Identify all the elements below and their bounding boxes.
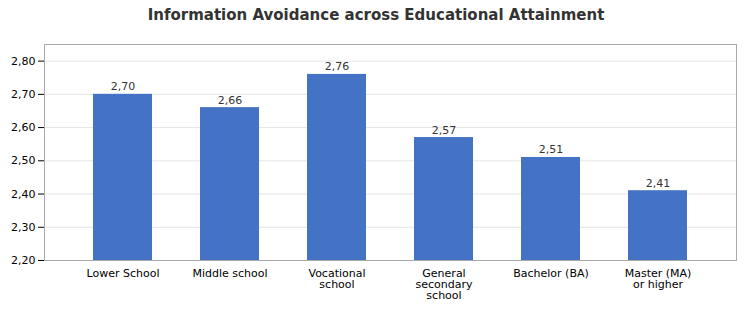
svg-text:2,41: 2,41: [646, 177, 671, 190]
svg-text:2,60: 2,60: [11, 121, 36, 134]
svg-text:Middle school: Middle school: [192, 267, 267, 280]
svg-text:2,30: 2,30: [11, 221, 36, 234]
svg-text:2,51: 2,51: [539, 143, 564, 156]
svg-text:2,40: 2,40: [11, 188, 36, 201]
svg-text:Lower School: Lower School: [87, 267, 160, 280]
svg-text:2,50: 2,50: [11, 154, 36, 167]
svg-text:Master (MA)or higher: Master (MA)or higher: [625, 267, 692, 291]
svg-text:2,70: 2,70: [11, 88, 36, 101]
svg-text:2,76: 2,76: [325, 60, 350, 73]
svg-text:Bachelor (BA): Bachelor (BA): [513, 267, 589, 280]
svg-text:2,80: 2,80: [11, 55, 36, 68]
svg-text:2,20: 2,20: [11, 254, 36, 267]
svg-text:2,70: 2,70: [111, 80, 136, 93]
html-text:Information Avoidance across E: Information Avoidance across Educational…: [147, 6, 605, 24]
svg-text:2,66: 2,66: [218, 94, 243, 107]
svg-text:Generalsecondaryschool: Generalsecondaryschool: [415, 267, 472, 302]
svg-text:2,57: 2,57: [432, 124, 457, 137]
svg-text:Vocationalschool: Vocationalschool: [308, 267, 365, 291]
